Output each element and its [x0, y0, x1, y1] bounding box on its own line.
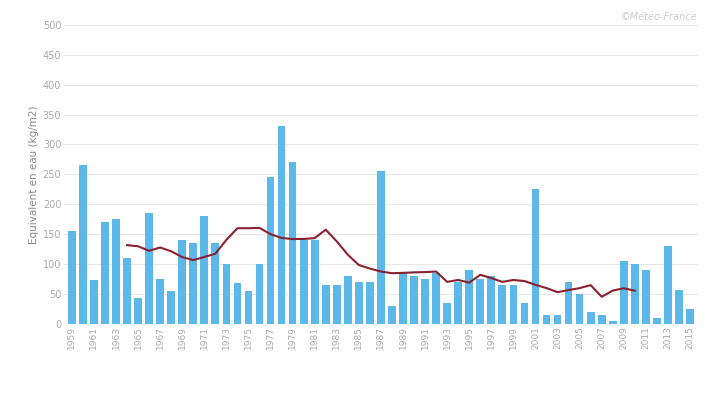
Bar [454, 282, 462, 324]
Bar [355, 282, 362, 324]
Bar [68, 231, 75, 324]
Bar [631, 264, 639, 324]
Bar [322, 285, 330, 324]
Text: ©Météo-France: ©Météo-France [621, 12, 698, 22]
Bar [422, 279, 429, 324]
Bar [520, 303, 528, 324]
Bar [675, 290, 683, 324]
Bar [178, 240, 186, 324]
Bar [112, 219, 120, 324]
Bar [498, 285, 506, 324]
Bar [333, 285, 340, 324]
Bar [444, 303, 451, 324]
Bar [399, 273, 407, 324]
Bar [123, 258, 131, 324]
Bar [245, 291, 252, 324]
Bar [101, 222, 109, 324]
Bar [653, 318, 661, 324]
Bar [410, 276, 418, 324]
Bar [686, 309, 694, 324]
Bar [200, 216, 208, 324]
Bar [576, 294, 584, 324]
Bar [156, 279, 164, 324]
Bar [476, 279, 484, 324]
Bar [664, 246, 672, 324]
Bar [189, 243, 197, 324]
Bar [256, 264, 263, 324]
Bar [167, 291, 175, 324]
Bar [554, 315, 562, 324]
Bar [532, 189, 539, 324]
Bar [145, 213, 153, 324]
Bar [510, 285, 517, 324]
Bar [388, 306, 396, 324]
Bar [90, 280, 98, 324]
Bar [222, 264, 230, 324]
Bar [278, 127, 286, 324]
Bar [134, 298, 142, 324]
Bar [543, 315, 550, 324]
Bar [234, 283, 241, 324]
Y-axis label: Equivalent en eau (kg/m2): Equivalent en eau (kg/m2) [28, 105, 38, 244]
Bar [344, 276, 352, 324]
Bar [565, 282, 572, 324]
Bar [620, 261, 628, 324]
Bar [598, 315, 606, 324]
Bar [267, 177, 274, 324]
Bar [211, 243, 219, 324]
Bar [79, 165, 87, 324]
Bar [289, 162, 296, 324]
Bar [642, 270, 650, 324]
Bar [587, 312, 595, 324]
Bar [609, 321, 617, 324]
Bar [466, 270, 473, 324]
Bar [488, 276, 495, 324]
Bar [300, 240, 308, 324]
Bar [377, 171, 384, 324]
Bar [366, 282, 374, 324]
Bar [311, 240, 318, 324]
Bar [432, 273, 440, 324]
